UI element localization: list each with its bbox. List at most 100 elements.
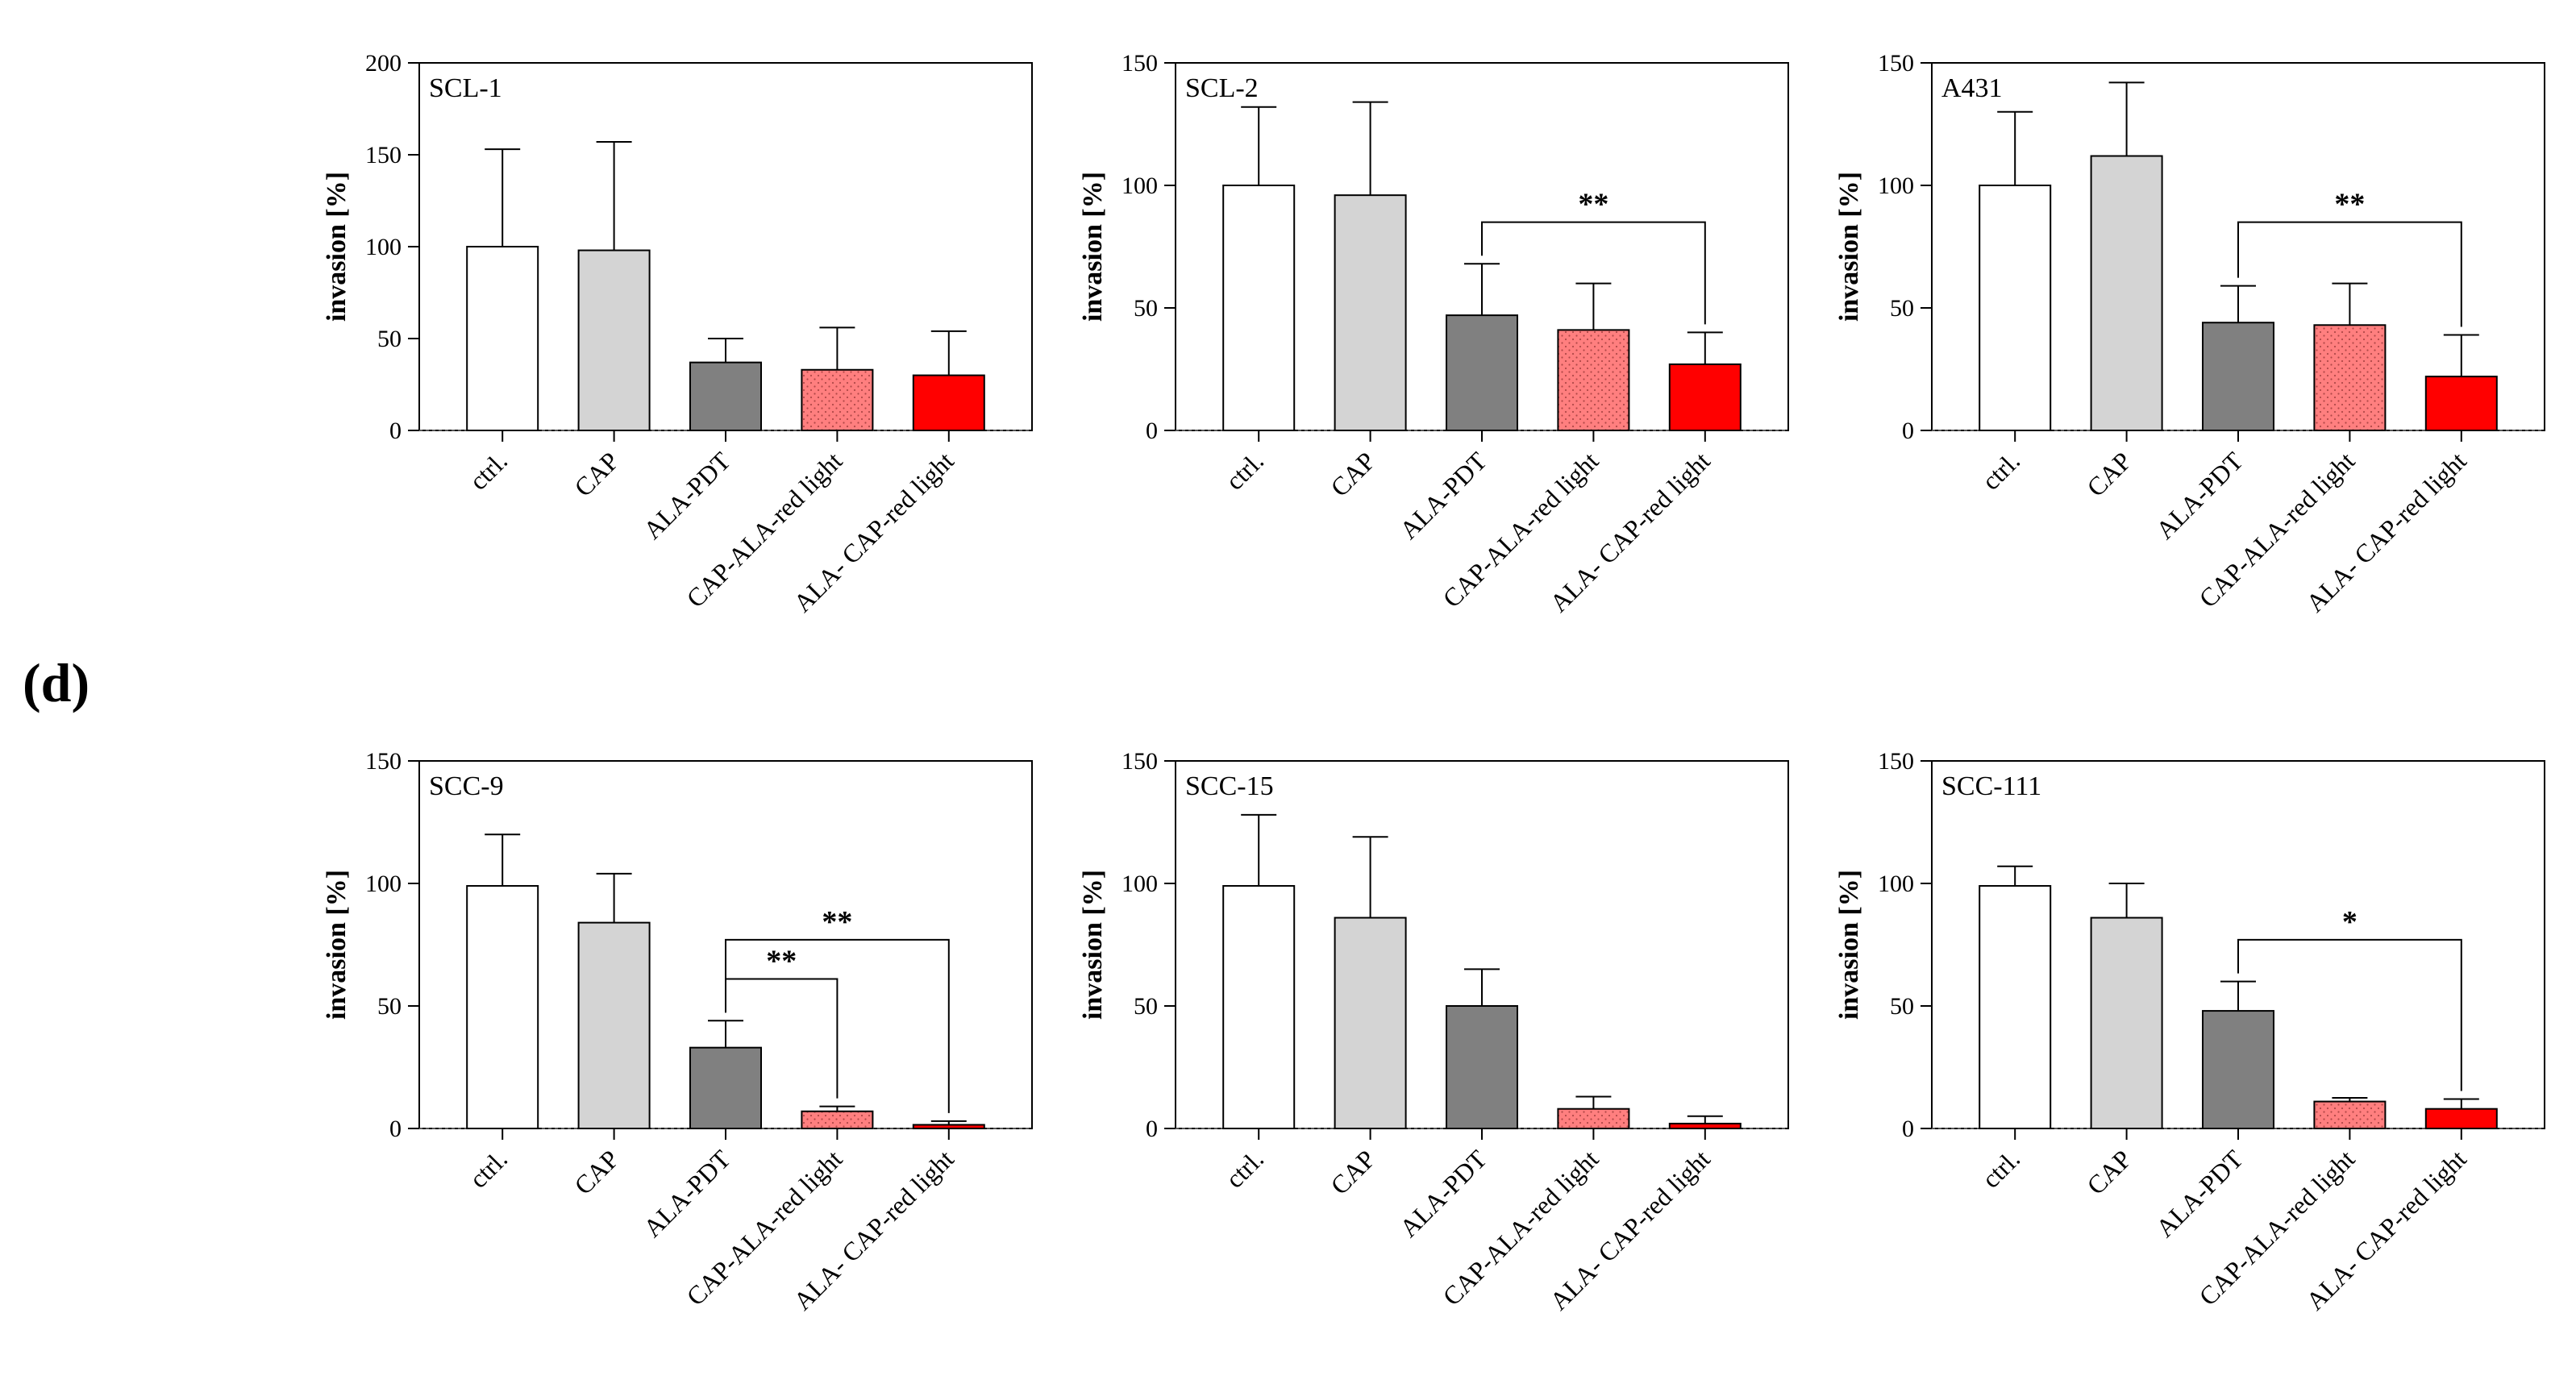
bar-ala-cap-red-light bbox=[2424, 1108, 2498, 1130]
chart-a431: 0 50 100 150 invasion [%] A431 ctrl. CAP ALA-PDT… bbox=[1834, 50, 2545, 617]
chart-title: SCL-1 bbox=[429, 73, 502, 103]
y-tick-label: 150 bbox=[365, 748, 402, 775]
x-tick-label: CAP bbox=[568, 1144, 624, 1199]
y-axis-label: invasion [%] bbox=[322, 172, 352, 322]
chart-scl-1: 0 50 100 150 200 invasion [%] SCL-1 ctrl. CAP ALA… bbox=[322, 50, 1033, 617]
bar-cap-ala-red-light bbox=[1557, 329, 1630, 431]
y-tick-label: 50 bbox=[1890, 295, 1914, 322]
y-tick-label: 150 bbox=[1122, 748, 1158, 775]
y-axis-label: invasion [%] bbox=[322, 870, 352, 1020]
bar-ctrl bbox=[466, 885, 539, 1130]
bar-cap bbox=[2090, 155, 2163, 432]
bar-ala-pdt bbox=[2202, 1010, 2274, 1129]
y-tick-label: 50 bbox=[1134, 295, 1158, 322]
y-tick-label: 100 bbox=[1878, 172, 1914, 199]
bar-cap bbox=[1334, 194, 1407, 431]
y-tick-label: 50 bbox=[1134, 993, 1158, 1020]
bar-ctrl bbox=[1979, 185, 2052, 431]
chart-title: SCC-111 bbox=[1941, 771, 2041, 801]
panel-label: (d) bbox=[23, 652, 90, 713]
bar-ctrl bbox=[1222, 885, 1296, 1130]
x-tick-label: CAP bbox=[2081, 1144, 2137, 1199]
y-tick-label: 100 bbox=[1122, 871, 1158, 897]
y-axis-label: invasion [%] bbox=[1078, 172, 1108, 322]
y-tick-label: 50 bbox=[377, 326, 402, 352]
bar-ctrl bbox=[466, 246, 539, 431]
y-tick-label: 0 bbox=[1902, 418, 1914, 444]
chart-title: SCL-2 bbox=[1185, 73, 1259, 103]
chart-scc-15: 0 50 100 150 invasion [%] SCC-15 ctrl. CAP ALA-P… bbox=[1078, 748, 1789, 1315]
y-tick-label: 0 bbox=[389, 1116, 402, 1142]
bar-ala-pdt bbox=[1446, 1005, 1518, 1129]
chart-title: SCC-15 bbox=[1185, 771, 1274, 801]
y-tick-label: 0 bbox=[1902, 1116, 1914, 1142]
significance-bracket bbox=[2237, 221, 2462, 327]
bar-ala-pdt bbox=[689, 1046, 762, 1130]
bar-cap bbox=[2090, 916, 2163, 1130]
bar-ala-cap-red-light bbox=[2424, 376, 2498, 431]
y-tick-label: 150 bbox=[365, 142, 402, 168]
bar-ala-pdt bbox=[2202, 322, 2274, 431]
y-tick-label: 150 bbox=[1122, 50, 1158, 77]
x-tick-label: ctrl. bbox=[464, 446, 513, 495]
bar-cap bbox=[577, 921, 651, 1130]
x-tick-label: ctrl. bbox=[1976, 446, 2025, 495]
significance-bracket bbox=[2237, 938, 2462, 1091]
bar-ala-cap-red-light bbox=[912, 1124, 985, 1129]
bar-cap bbox=[1334, 916, 1407, 1130]
x-tick-label: CAP bbox=[2081, 446, 2137, 501]
y-tick-label: 150 bbox=[1878, 50, 1914, 77]
bar-cap-ala-red-light bbox=[2313, 1100, 2387, 1130]
bar-ctrl bbox=[1979, 885, 2052, 1130]
x-tick-label: CAP bbox=[1325, 1144, 1380, 1199]
y-tick-label: 0 bbox=[1146, 418, 1158, 444]
x-tick-label: ALA-PDT bbox=[1394, 446, 1493, 545]
bar-cap-ala-red-light bbox=[2313, 324, 2387, 431]
chart-title: SCC-9 bbox=[429, 771, 504, 801]
y-tick-label: 100 bbox=[1878, 871, 1914, 897]
x-tick-label: ALA-PDT bbox=[638, 1144, 737, 1243]
bar-ala-pdt bbox=[1446, 314, 1518, 431]
chart-scc-9: 0 50 100 150 invasion [%] SCC-9 ctrl. CAP ALA-PD… bbox=[322, 748, 1033, 1315]
y-tick-label: 0 bbox=[1146, 1116, 1158, 1142]
x-tick-label: ctrl. bbox=[464, 1144, 513, 1193]
x-tick-label: CAP bbox=[1325, 446, 1380, 501]
bar-ala-cap-red-light bbox=[912, 374, 985, 432]
significance-label: ** bbox=[2334, 188, 2365, 222]
bar-cap-ala-red-light bbox=[1557, 1108, 1630, 1130]
significance-bracket bbox=[1481, 221, 1706, 325]
chart-scc-111: 0 50 100 150 invasion [%] SCC-111 ctrl. CAP ALA-… bbox=[1834, 748, 2545, 1315]
chart-scl-2: 0 50 100 150 invasion [%] SCL-2 ctrl. CAP ALA-PD… bbox=[1078, 50, 1789, 617]
x-tick-label: ctrl. bbox=[1976, 1144, 2025, 1193]
y-tick-label: 100 bbox=[365, 871, 402, 897]
y-axis-label: invasion [%] bbox=[1834, 172, 1864, 322]
significance-bracket bbox=[725, 938, 950, 1113]
significance-label: * bbox=[2342, 905, 2358, 939]
x-tick-label: ctrl. bbox=[1220, 1144, 1269, 1193]
y-tick-label: 0 bbox=[389, 418, 402, 444]
y-tick-label: 50 bbox=[1890, 993, 1914, 1020]
y-axis-label: invasion [%] bbox=[1834, 870, 1864, 1020]
bar-cap bbox=[577, 249, 651, 431]
bar-ala-cap-red-light bbox=[1668, 1122, 1742, 1130]
x-tick-label: ALA-PDT bbox=[2150, 1144, 2249, 1243]
y-tick-label: 50 bbox=[377, 993, 402, 1020]
bar-ctrl bbox=[1222, 185, 1296, 431]
x-tick-label: ctrl. bbox=[1220, 446, 1269, 495]
significance-label: ** bbox=[766, 945, 797, 979]
y-tick-label: 200 bbox=[365, 50, 402, 77]
bar-cap-ala-red-light bbox=[801, 1110, 874, 1129]
bar-ala-cap-red-light bbox=[1668, 363, 1742, 432]
x-tick-label: ALA-PDT bbox=[638, 446, 737, 545]
y-tick-label: 100 bbox=[1122, 172, 1158, 199]
bar-cap-ala-red-light bbox=[801, 368, 874, 432]
chart-title: A431 bbox=[1941, 73, 2003, 103]
y-axis-label: invasion [%] bbox=[1078, 870, 1108, 1020]
y-tick-label: 150 bbox=[1878, 748, 1914, 775]
x-tick-label: ALA-PDT bbox=[2150, 446, 2249, 545]
y-tick-label: 100 bbox=[365, 234, 402, 260]
x-tick-label: ALA-PDT bbox=[1394, 1144, 1493, 1243]
x-tick-label: CAP bbox=[568, 446, 624, 501]
significance-label: ** bbox=[1578, 188, 1608, 222]
